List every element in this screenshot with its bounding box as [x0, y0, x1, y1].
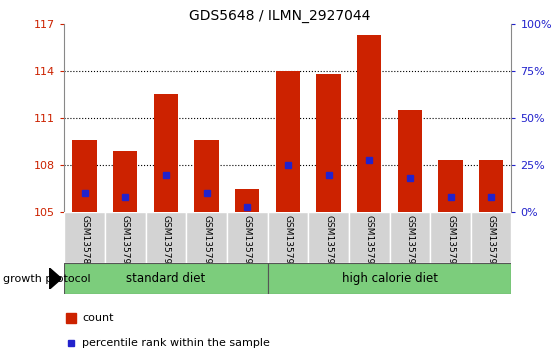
Text: GSM1357904: GSM1357904: [283, 215, 292, 276]
Text: GSM1357909: GSM1357909: [487, 215, 496, 276]
Bar: [316, 74, 341, 212]
Text: GSM1357899: GSM1357899: [80, 215, 89, 276]
Text: GSM1357905: GSM1357905: [324, 215, 333, 276]
Bar: [227, 212, 268, 263]
Text: GSM1357907: GSM1357907: [405, 215, 414, 276]
Bar: [479, 160, 503, 212]
Text: GSM1357906: GSM1357906: [364, 215, 374, 276]
Bar: [276, 71, 300, 212]
Bar: [268, 263, 511, 294]
Bar: [349, 212, 390, 263]
Text: GSM1357903: GSM1357903: [243, 215, 252, 276]
Bar: [64, 212, 105, 263]
Text: standard diet: standard diet: [126, 272, 206, 285]
Text: GSM1357901: GSM1357901: [162, 215, 170, 276]
Text: GSM1357902: GSM1357902: [202, 215, 211, 276]
Bar: [268, 212, 308, 263]
Bar: [235, 189, 259, 212]
Bar: [73, 140, 97, 212]
Text: GDS5648 / ILMN_2927044: GDS5648 / ILMN_2927044: [189, 9, 370, 23]
Text: GSM1357908: GSM1357908: [446, 215, 455, 276]
Bar: [397, 110, 422, 212]
Bar: [438, 160, 463, 212]
Bar: [357, 34, 381, 212]
Bar: [154, 94, 178, 212]
Text: growth protocol: growth protocol: [3, 274, 91, 284]
Polygon shape: [49, 268, 61, 289]
Bar: [390, 212, 430, 263]
Bar: [430, 212, 471, 263]
Bar: [195, 140, 219, 212]
Bar: [64, 263, 268, 294]
Bar: [471, 212, 511, 263]
Text: count: count: [82, 313, 113, 323]
Text: GSM1357900: GSM1357900: [121, 215, 130, 276]
Text: high calorie diet: high calorie diet: [342, 272, 438, 285]
Bar: [186, 212, 227, 263]
Text: percentile rank within the sample: percentile rank within the sample: [82, 338, 270, 348]
Bar: [105, 212, 145, 263]
Bar: [145, 212, 186, 263]
Bar: [308, 212, 349, 263]
Bar: [113, 151, 138, 212]
